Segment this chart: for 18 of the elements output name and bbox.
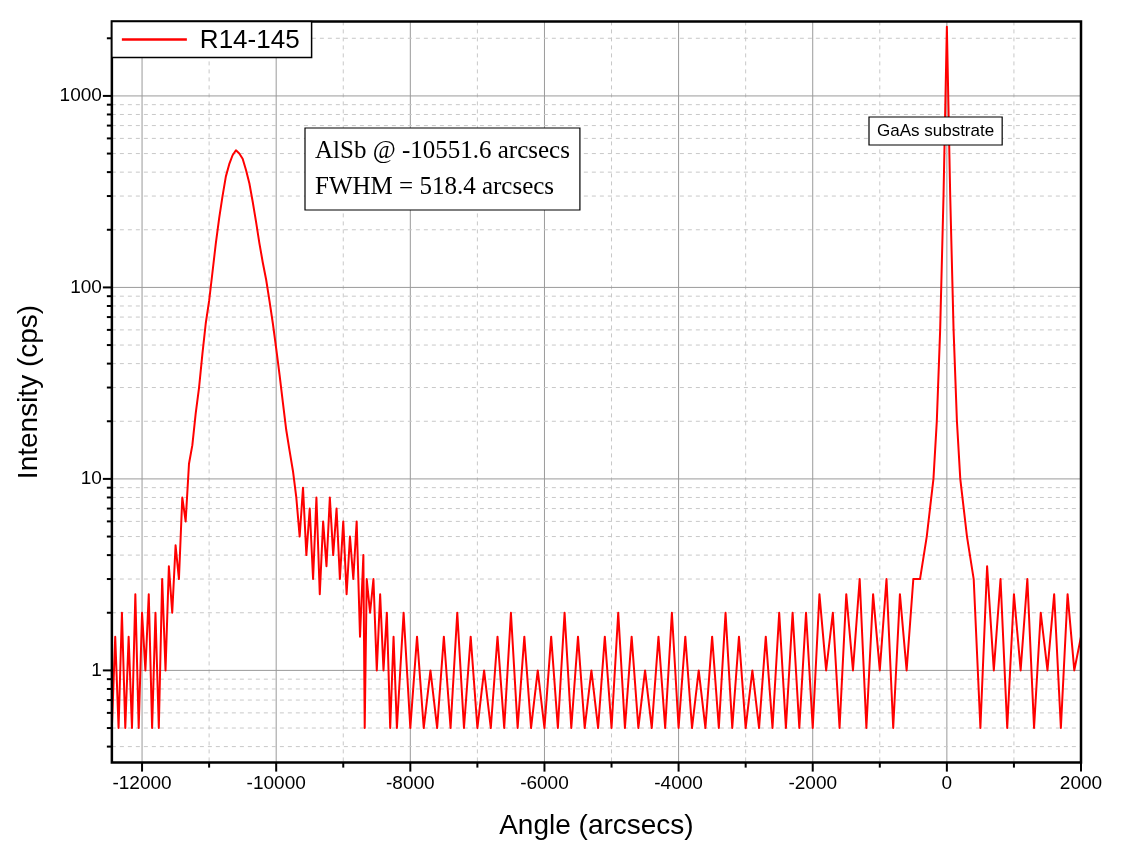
x-tick-label: -4000	[654, 772, 703, 794]
legend-label: R14-145	[199, 23, 300, 54]
x-tick-label: -12000	[112, 772, 172, 794]
x-tick-label: -2000	[788, 772, 838, 794]
x-tick-label: -10000	[246, 772, 306, 794]
y-tick-label: 1	[91, 658, 102, 680]
x-tick-label: -6000	[520, 772, 569, 794]
y-tick-label: 100	[70, 275, 102, 297]
annotation: AlSb @ -10551.6 arcsecs	[315, 135, 570, 164]
y-axis-title: Intensity (cps)	[11, 304, 43, 480]
y-tick-label: 10	[80, 467, 102, 489]
x-axis-title: Angle (arcsecs)	[499, 808, 694, 840]
y-tick-label: 1000	[59, 84, 102, 106]
annotation: GaAs substrate	[877, 120, 995, 140]
x-tick-label: -8000	[386, 772, 435, 794]
x-tick-label: 0	[941, 772, 953, 794]
x-tick-label: 2000	[1059, 772, 1103, 794]
annotation: FWHM = 518.4 arcsecs	[315, 171, 555, 199]
